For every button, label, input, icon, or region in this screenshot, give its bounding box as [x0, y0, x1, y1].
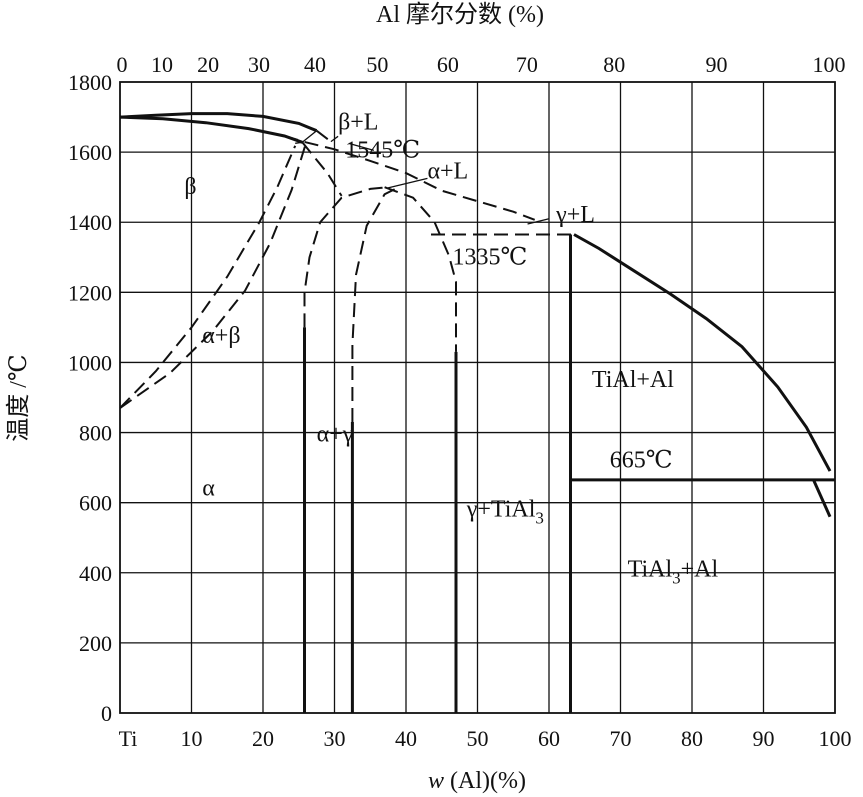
region-label: β+L — [338, 109, 378, 135]
x-tick-label: 60 — [538, 726, 560, 751]
y-tick-label: 1800 — [68, 70, 112, 95]
y-tick-label: 400 — [79, 561, 112, 586]
top-tick-label: 50 — [366, 52, 388, 77]
y-tick-label: 0 — [101, 701, 112, 726]
region-label: γ+TiAl3 — [466, 497, 544, 528]
y-tick-label: 1400 — [68, 210, 112, 235]
phase-boundary-1 — [119, 112, 318, 133]
phase-boundary-14 — [303, 186, 389, 328]
x-tick-labels: Ti 10 20 30 40 50 60 70 80 90 100 — [119, 726, 852, 751]
x-tick-label: 20 — [252, 726, 274, 751]
top-axis-title: Al 摩尔分数 (%) — [376, 1, 544, 28]
curves-layer — [119, 112, 835, 713]
x-tick-label: 10 — [181, 726, 203, 751]
region-label: α+β — [202, 323, 240, 349]
y-tick-label: 200 — [79, 631, 112, 656]
y-tick-label: 600 — [79, 491, 112, 516]
top-tick-label: 100 — [813, 52, 846, 77]
top-tick-label: 10 — [151, 52, 173, 77]
phase-boundary-11 — [284, 135, 536, 221]
top-tick-label: 40 — [304, 52, 326, 77]
top-tick-label: 0 — [117, 52, 128, 77]
x-tick-label: 80 — [681, 726, 703, 751]
phase-boundary-9 — [119, 145, 297, 409]
region-label: γ+L — [555, 202, 595, 228]
top-tick-label: 60 — [437, 52, 459, 77]
y-tick-label: 1200 — [68, 280, 112, 305]
x-tick-label: 90 — [753, 726, 775, 751]
y-tick-label: 800 — [79, 421, 112, 446]
y-axis-title: 温度 /℃ — [5, 354, 32, 442]
top-tick-label: 90 — [706, 52, 728, 77]
top-tick-labels: 0 10 20 30 40 50 60 70 80 90 100 — [117, 52, 846, 77]
x-tick-label: 50 — [467, 726, 489, 751]
region-label: 1335℃ — [452, 244, 527, 270]
region-label: TiAl3+Al — [628, 556, 719, 587]
phase-boundary-5 — [812, 479, 832, 518]
region-label: α — [202, 476, 215, 502]
phase-boundary-0 — [119, 115, 303, 144]
phase-boundary-12 — [315, 129, 332, 143]
phase-boundary-16 — [384, 186, 457, 352]
phase-boundary-10 — [119, 143, 307, 409]
phase-boundary-2 — [573, 233, 832, 472]
label-leader-1 — [387, 177, 428, 189]
phase-boundary-18 — [295, 130, 318, 144]
top-tick-label: 20 — [197, 52, 219, 77]
plot-frame — [119, 81, 836, 714]
y-tick-label: 1000 — [68, 350, 112, 375]
region-label: 665℃ — [610, 448, 673, 474]
phase-boundary-13 — [301, 141, 343, 197]
x-axis-title-rest: (Al)(%) — [444, 768, 526, 794]
grid-layer — [120, 82, 835, 713]
x-tick-label: 30 — [324, 726, 346, 751]
region-label: α+γ — [317, 421, 354, 447]
region-label: 1545℃ — [345, 137, 420, 163]
x-tick-label: 70 — [610, 726, 632, 751]
top-tick-label: 70 — [516, 52, 538, 77]
x-axis-title: w (Al)(%) — [428, 768, 526, 794]
y-tick-label: 1600 — [68, 140, 112, 165]
x-tick-label: 40 — [395, 726, 417, 751]
phase-boundary-19 — [330, 135, 339, 143]
region-label: TiAl+Al — [592, 367, 674, 393]
label-leader-0 — [348, 142, 375, 151]
region-label: α+L — [427, 158, 468, 184]
region-label: β — [184, 174, 196, 200]
x-axis-title-italic: w — [428, 768, 444, 794]
top-tick-label: 30 — [248, 52, 270, 77]
y-tick-labels: 0 200 400 600 800 1000 1200 1400 1600 1800 — [68, 70, 112, 726]
top-tick-label: 80 — [603, 52, 625, 77]
phase-boundary-15 — [351, 188, 396, 422]
x-tick-label: 100 — [819, 726, 852, 751]
label-leader-2 — [527, 218, 550, 225]
x-tick-label: Ti — [119, 726, 138, 751]
